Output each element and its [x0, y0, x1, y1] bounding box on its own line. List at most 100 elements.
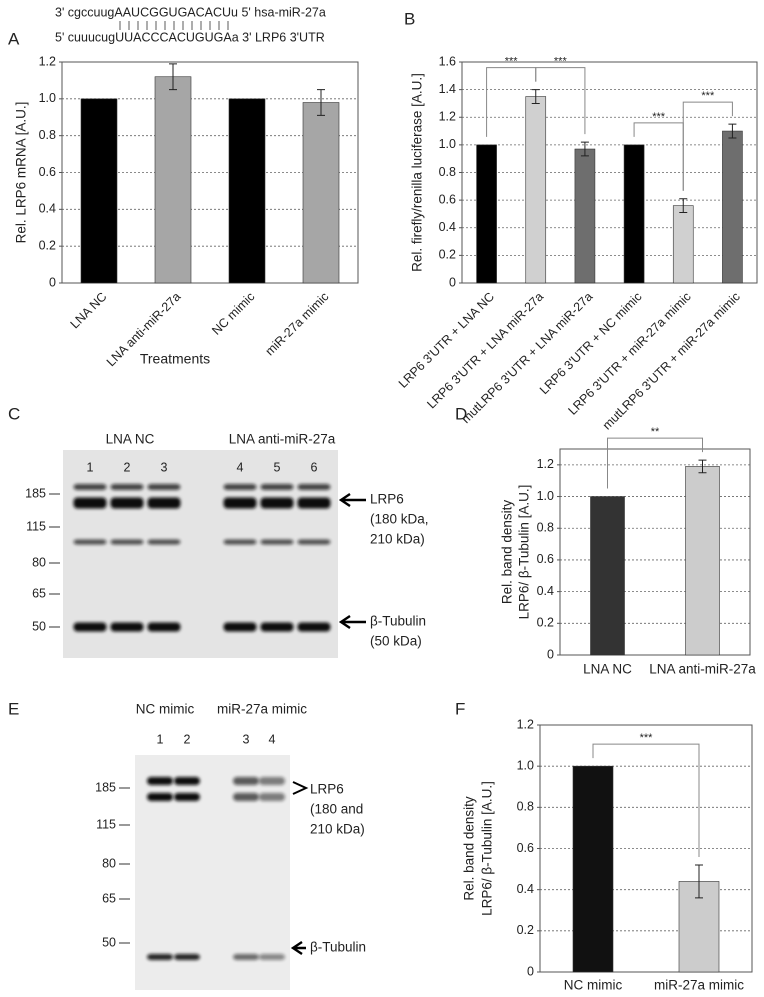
- y-tick-label: 0.8: [537, 521, 554, 535]
- significance-label: ***: [640, 732, 654, 744]
- band-annotation: (180 and: [310, 802, 363, 817]
- bar: [572, 765, 614, 973]
- plot-frame: [539, 724, 753, 973]
- bar: [525, 96, 547, 284]
- y-tick-label: 1.2: [517, 717, 534, 731]
- y-tick-label: 0.8: [439, 165, 456, 179]
- marker-label: 185: [95, 780, 116, 794]
- panel-label: A: [8, 29, 20, 48]
- group-label: LNA anti-miR-27a: [229, 432, 336, 447]
- y-axis-label: Rel. LRP6 mRNA [A.U.]: [14, 102, 29, 244]
- lane-label: 3: [161, 460, 168, 474]
- y-tick-label: 0: [49, 275, 56, 289]
- y-tick-label: 0.6: [439, 192, 456, 206]
- blot-band: [297, 497, 331, 509]
- blot-band: [259, 954, 285, 960]
- bar: [302, 102, 340, 284]
- y-tick-label: 1.2: [439, 110, 456, 124]
- y-tick-label: 0.4: [537, 584, 554, 598]
- x-tick-label: LRP6 3'UTR + NC mimic: [537, 290, 645, 398]
- arrow: [292, 781, 309, 795]
- panel-label: B: [404, 9, 415, 28]
- arrow: [338, 615, 366, 629]
- marker-label: 65: [102, 891, 116, 905]
- blot-band: [110, 497, 144, 509]
- band-annotation: β-Tubulin: [370, 614, 426, 629]
- marker-label: 185: [25, 486, 46, 500]
- blot-band: [147, 777, 173, 785]
- blot-band: [73, 539, 107, 545]
- blot-band: [73, 497, 107, 509]
- y-tick-label: 1.0: [39, 91, 56, 105]
- blot-band: [259, 793, 285, 801]
- x-axis-label: Treatments: [140, 351, 210, 367]
- blot-band: [147, 539, 181, 545]
- x-tick-label: LNA anti-miR-27a: [649, 662, 756, 677]
- band-annotation: LRP6: [310, 782, 344, 797]
- blot-band: [259, 777, 285, 785]
- x-tick-label: LNA NC: [68, 290, 110, 332]
- blot-band: [233, 954, 259, 960]
- y-tick-label: 0: [527, 964, 534, 978]
- y-tick-label: 1.0: [439, 137, 456, 151]
- panel-label: E: [8, 699, 19, 718]
- significance-bracket: [682, 101, 733, 191]
- blot-band: [110, 539, 144, 545]
- error-bar: [317, 89, 325, 116]
- blot-band: [147, 622, 181, 632]
- significance-bracket: [592, 743, 700, 857]
- group-label: LNA NC: [106, 432, 155, 447]
- y-tick-label: 0.2: [39, 238, 56, 252]
- blot-band: [223, 497, 257, 509]
- bar: [590, 496, 625, 656]
- lane-label: 2: [124, 460, 131, 474]
- y-tick-label: 0: [547, 647, 554, 661]
- y-tick-label: 0.4: [517, 882, 534, 896]
- y-tick-label: 1.2: [537, 457, 554, 471]
- error-bar: [698, 459, 707, 474]
- significance-label: ***: [554, 56, 568, 68]
- blot-band: [73, 484, 107, 490]
- y-tick-label: 0: [449, 275, 456, 289]
- band-annotation: β-Tubulin: [310, 940, 366, 955]
- significance-label: ***: [652, 111, 666, 123]
- bar: [722, 130, 743, 284]
- x-tick-label: miR-27a mimic: [654, 978, 744, 993]
- y-tick-label: 1.0: [537, 489, 554, 503]
- band-annotation: 210 kDa): [370, 532, 425, 547]
- marker-label: 50: [102, 935, 116, 949]
- y-tick-label: 0.4: [39, 202, 56, 216]
- lane-label: 2: [184, 732, 191, 746]
- blot-image: [63, 450, 338, 658]
- arrow: [290, 941, 306, 955]
- lane-label: 1: [87, 460, 94, 474]
- y-tick-label: 0.2: [439, 248, 456, 262]
- arrow: [338, 493, 366, 507]
- blot-band: [174, 777, 200, 785]
- y-tick-label: 0.4: [439, 220, 456, 234]
- blot-band: [73, 622, 107, 632]
- marker-label: 80: [102, 856, 116, 870]
- blot-band: [110, 622, 144, 632]
- y-axis-label: LRP6/ β-Tubulin [A.U.]: [480, 781, 495, 916]
- plot-frame: [461, 61, 758, 284]
- marker-label: 115: [96, 817, 116, 831]
- blot-band: [233, 777, 259, 785]
- blot-band: [147, 497, 181, 509]
- group-label: NC mimic: [136, 702, 195, 717]
- x-tick-label: LNA NC: [583, 662, 632, 677]
- band-annotation: (180 kDa,: [370, 512, 429, 527]
- bar: [672, 205, 694, 284]
- plot-frame: [61, 61, 359, 284]
- y-tick-label: 1.2: [39, 54, 56, 68]
- blot-band: [147, 484, 181, 490]
- y-tick-label: 0.6: [39, 165, 56, 179]
- error-bar: [728, 123, 737, 139]
- y-axis-label: Rel. band density: [462, 796, 477, 901]
- blot-band: [260, 497, 294, 509]
- blot-band: [174, 954, 200, 960]
- y-tick-label: 0.6: [517, 841, 534, 855]
- band-annotation: (50 kDa): [370, 634, 422, 649]
- x-tick-label: NC mimic: [564, 978, 623, 993]
